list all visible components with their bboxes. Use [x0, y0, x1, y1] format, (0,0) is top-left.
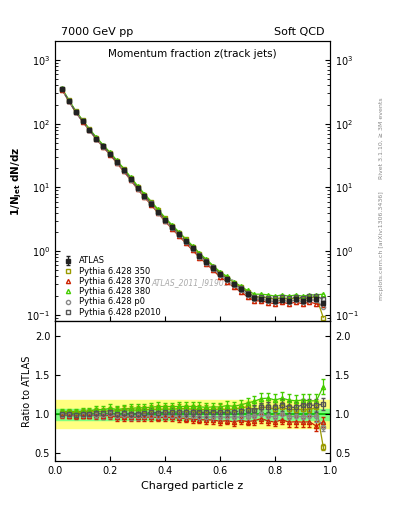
Text: Rivet 3.1.10, ≥ 3M events: Rivet 3.1.10, ≥ 3M events	[379, 97, 384, 179]
Text: 7000 GeV pp: 7000 GeV pp	[61, 27, 133, 37]
Legend: ATLAS, Pythia 6.428 350, Pythia 6.428 370, Pythia 6.428 380, Pythia 6.428 p0, Py: ATLAS, Pythia 6.428 350, Pythia 6.428 37…	[57, 255, 163, 318]
Y-axis label: $\mathbf{1/N_{jet}\ dN/dz}$: $\mathbf{1/N_{jet}\ dN/dz}$	[9, 146, 24, 216]
Bar	[55, 409, 330, 420]
Text: ATLAS_2011_I919017: ATLAS_2011_I919017	[151, 278, 234, 287]
Text: Soft QCD: Soft QCD	[274, 27, 325, 37]
X-axis label: Charged particle z: Charged particle z	[141, 481, 244, 491]
Text: Momentum fraction z(track jets): Momentum fraction z(track jets)	[108, 49, 277, 59]
Bar	[55, 400, 330, 428]
Y-axis label: Ratio to ATLAS: Ratio to ATLAS	[22, 355, 32, 426]
Text: mcplots.cern.ch [arXiv:1306.3436]: mcplots.cern.ch [arXiv:1306.3436]	[379, 191, 384, 300]
